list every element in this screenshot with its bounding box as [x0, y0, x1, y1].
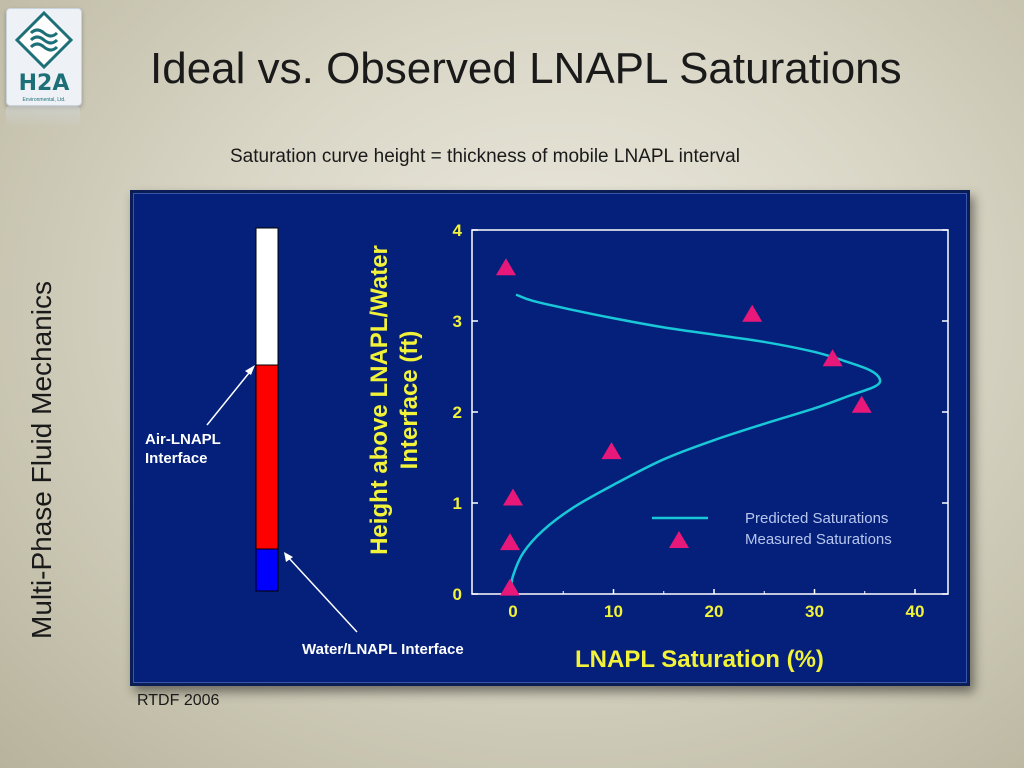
company-logo: H2A Environmental, Ltd.: [6, 8, 82, 106]
measured-point: [601, 442, 622, 460]
measured-point: [822, 349, 843, 367]
slide-title: Ideal vs. Observed LNAPL Saturations: [150, 44, 902, 93]
measured-point: [499, 578, 520, 596]
x-axis-label: LNAPL Saturation (%): [575, 646, 824, 673]
logo-reflection: [6, 106, 80, 128]
air-lnapl-arrowhead: [245, 365, 255, 375]
logo-subtext: Environmental, Ltd.: [22, 97, 66, 103]
column-lnapl-zone: [255, 364, 279, 550]
x-tick-label: 0: [508, 602, 517, 621]
source-caption: RTDF 2006: [137, 692, 220, 709]
air-lnapl-interface-label: Air-LNAPL Interface: [145, 431, 221, 467]
axis-tick-labels: 0 10 20 30 40 0 1 2 3 4: [453, 221, 925, 621]
y-tick-label: 0: [453, 585, 462, 604]
column-air-zone: [255, 227, 279, 366]
measured-point: [851, 395, 872, 413]
x-tick-label: 30: [805, 602, 824, 621]
water-lnapl-interface-label: Water/LNAPL Interface: [302, 641, 464, 658]
measured-point: [503, 488, 523, 506]
measured-point: [495, 258, 516, 276]
x-tick-label: 10: [604, 602, 623, 621]
predicted-saturation-curve: [509, 293, 882, 590]
y-tick-label: 3: [453, 312, 462, 331]
y-axis-label: Height above LNAPL/Water Interface (ft): [366, 245, 423, 555]
measured-point: [742, 304, 763, 322]
air-lnapl-arrow: [206, 367, 254, 426]
x-tick-label: 40: [906, 602, 925, 621]
y-tick-label: 1: [453, 494, 462, 513]
y-tick-label: 4: [453, 221, 463, 240]
legend-predicted-label: Predicted Saturations: [745, 510, 889, 527]
y-tick-label: 2: [453, 403, 462, 422]
water-lnapl-arrowhead: [284, 552, 293, 562]
slide-subtitle: Saturation curve height = thickness of m…: [230, 146, 740, 167]
logo-brand: H2A: [18, 71, 70, 96]
water-lnapl-arrow: [286, 555, 358, 633]
measured-point: [499, 533, 520, 551]
column-water-zone: [255, 548, 279, 592]
axis-ticks: [472, 229, 948, 595]
legend-measured-label: Measured Saturations: [745, 531, 892, 548]
measured-points: [495, 258, 872, 596]
x-tick-label: 20: [705, 602, 724, 621]
legend-measured-marker: [669, 531, 689, 548]
